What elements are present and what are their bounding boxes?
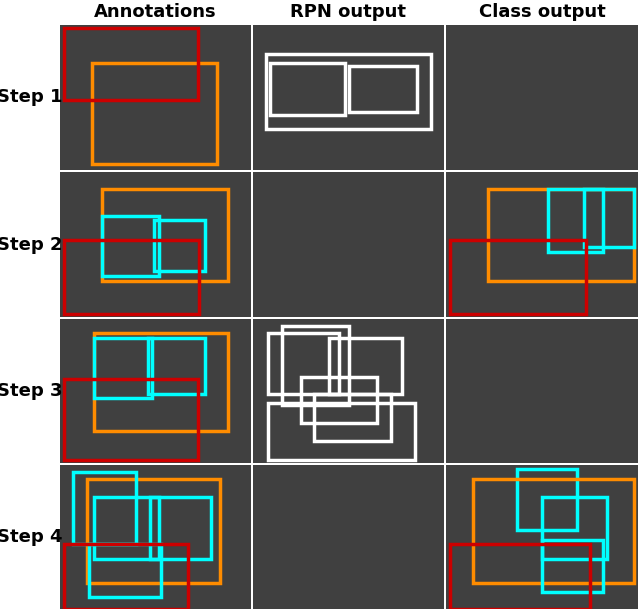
Bar [548, 189, 604, 252]
Bar [282, 326, 349, 405]
Bar [154, 220, 205, 271]
Text: Class output: Class output [479, 3, 605, 21]
Bar [94, 338, 152, 398]
Bar [450, 240, 586, 314]
Bar [542, 540, 604, 592]
Text: Annotations: Annotations [94, 3, 217, 21]
Bar [517, 469, 577, 530]
Bar [64, 28, 198, 100]
Bar [87, 479, 220, 583]
Bar [94, 497, 159, 559]
Bar [102, 189, 228, 281]
Bar [89, 544, 161, 597]
Bar [74, 472, 136, 544]
Bar [268, 334, 339, 394]
Bar [349, 65, 417, 112]
Bar [584, 189, 634, 247]
Bar [301, 376, 377, 423]
Text: Step 3: Step 3 [0, 382, 63, 400]
Bar [450, 544, 590, 609]
Bar [92, 62, 216, 164]
Bar [64, 379, 198, 460]
Text: RPN output: RPN output [291, 3, 406, 21]
Bar [268, 403, 415, 460]
Bar [150, 497, 211, 559]
Text: Step 2: Step 2 [0, 236, 63, 253]
Bar [64, 544, 188, 609]
Bar [64, 240, 200, 314]
Bar [266, 54, 431, 129]
Bar [94, 334, 228, 431]
Bar [488, 189, 634, 281]
Bar [314, 394, 390, 441]
Bar [542, 497, 607, 559]
Text: Step 1: Step 1 [0, 89, 63, 106]
Bar [270, 62, 345, 115]
Bar [473, 479, 634, 583]
Text: Step 4: Step 4 [0, 528, 63, 546]
Bar [330, 338, 402, 394]
Bar [148, 338, 205, 394]
Bar [102, 215, 159, 277]
